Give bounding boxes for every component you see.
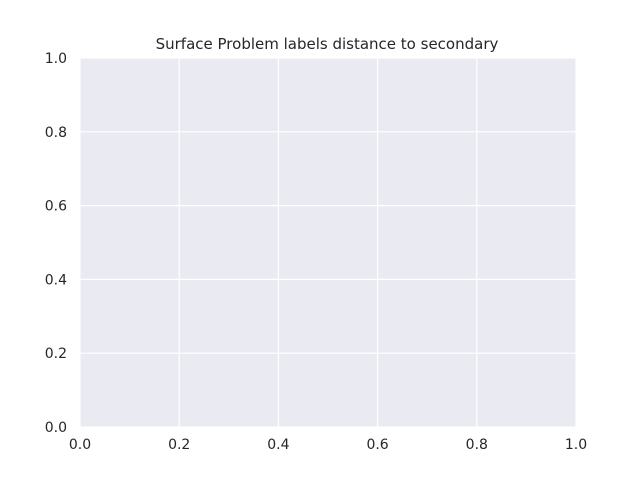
y-tick-label: 0.0 — [45, 420, 67, 436]
y-axis-ticks: 0.0 0.2 0.4 0.6 0.8 1.0 — [45, 51, 67, 436]
y-tick-label: 0.8 — [45, 125, 67, 141]
y-tick-label: 1.0 — [45, 51, 67, 67]
x-tick-label: 0.4 — [267, 437, 289, 453]
x-tick-label: 0.6 — [366, 437, 388, 453]
x-tick-label: 0.8 — [466, 437, 488, 453]
x-tick-label: 0.2 — [168, 437, 190, 453]
x-axis-ticks: 0.0 0.2 0.4 0.6 0.8 1.0 — [69, 437, 587, 453]
y-tick-label: 0.6 — [45, 199, 67, 215]
y-tick-label: 0.2 — [45, 346, 67, 362]
grid-lines — [79, 57, 577, 428]
chart-title: Surface Problem labels distance to secon… — [156, 35, 499, 53]
plot-area — [80, 58, 576, 427]
y-tick-label: 0.4 — [45, 272, 67, 288]
x-tick-label: 1.0 — [565, 437, 587, 453]
x-tick-label: 0.0 — [69, 437, 91, 453]
